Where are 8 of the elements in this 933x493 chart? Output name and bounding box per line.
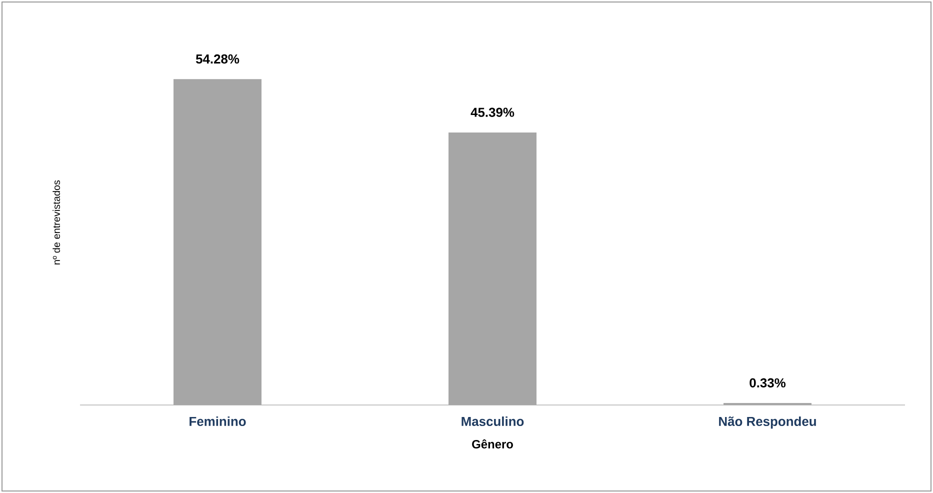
data-label: 54.28% <box>196 54 240 64</box>
x-tick-label: Não Respondeu <box>719 416 816 429</box>
x-tick-label: Feminino <box>190 416 246 426</box>
x-tick-label: Masculino <box>462 416 524 426</box>
x-axis-title: Gênero <box>472 439 513 448</box>
data-label: 0.33% <box>750 378 786 388</box>
y-axis-title: nº de entrevistados <box>52 180 60 264</box>
data-label: 45.39% <box>470 108 514 117</box>
